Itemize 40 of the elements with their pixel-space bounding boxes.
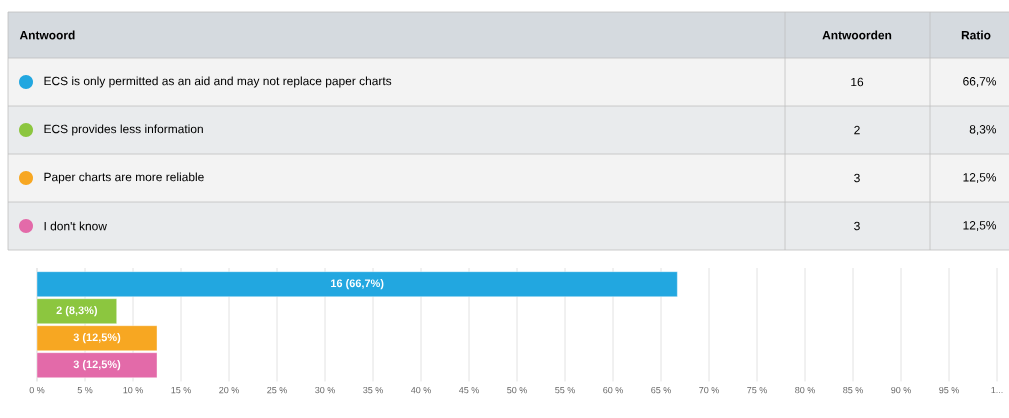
data-label: 16 (66,7%) xyxy=(331,279,384,290)
data-label: 3 (12,5%) xyxy=(73,360,121,371)
data-label: 16 xyxy=(851,77,864,87)
text: Antwoord xyxy=(19,30,75,40)
text: 12,5% xyxy=(963,221,997,231)
data-label: 2 xyxy=(854,125,860,135)
x-tick-label: 15 % xyxy=(171,386,191,394)
x-tick-label: 50 % xyxy=(507,386,527,394)
x-tick-label: 70 % xyxy=(699,386,719,394)
x-tick-label: 85 % xyxy=(843,386,863,394)
data-label: 3 xyxy=(854,173,860,183)
data-label: 3 (12,5%) xyxy=(73,333,121,344)
category-label: ECS is only permitted as an aid and may not replace paper charts xyxy=(44,76,392,88)
category-label: I don't know xyxy=(44,221,107,231)
text: 8,3% xyxy=(969,125,997,135)
text: 12,5% xyxy=(963,173,997,183)
x-tick-label: 45 % xyxy=(459,386,479,394)
x-tick-label: 40 % xyxy=(411,386,431,394)
x-tick-label: 65 % xyxy=(651,386,671,394)
x-tick-label: 0 % xyxy=(29,386,45,394)
data-label: 3 xyxy=(854,221,860,231)
text: 66,7% xyxy=(963,77,997,87)
data-label: 2 (8,3%) xyxy=(56,306,97,317)
text: Ratio xyxy=(961,30,991,40)
x-tick-label: 25 % xyxy=(267,386,287,394)
x-tick-label: 75 % xyxy=(747,386,767,394)
x-tick-label: 90 % xyxy=(891,386,911,394)
category-label: Paper charts are more reliable xyxy=(44,172,204,184)
x-tick-label: 5 % xyxy=(77,386,93,394)
x-tick-label: 55 % xyxy=(555,386,575,394)
category-label: ECS provides less information xyxy=(44,124,203,136)
x-tick-label: 30 % xyxy=(315,386,335,394)
x-tick-label: 1... xyxy=(991,386,1003,394)
x-tick-label: 80 % xyxy=(795,386,815,394)
x-tick-label: 60 % xyxy=(603,386,623,394)
x-tick-label: 95 % xyxy=(939,386,959,394)
text: Antwoorden xyxy=(822,30,892,40)
x-tick-label: 10 % xyxy=(123,386,143,394)
x-tick-label: 35 % xyxy=(363,386,383,394)
x-tick-label: 20 % xyxy=(219,386,239,394)
